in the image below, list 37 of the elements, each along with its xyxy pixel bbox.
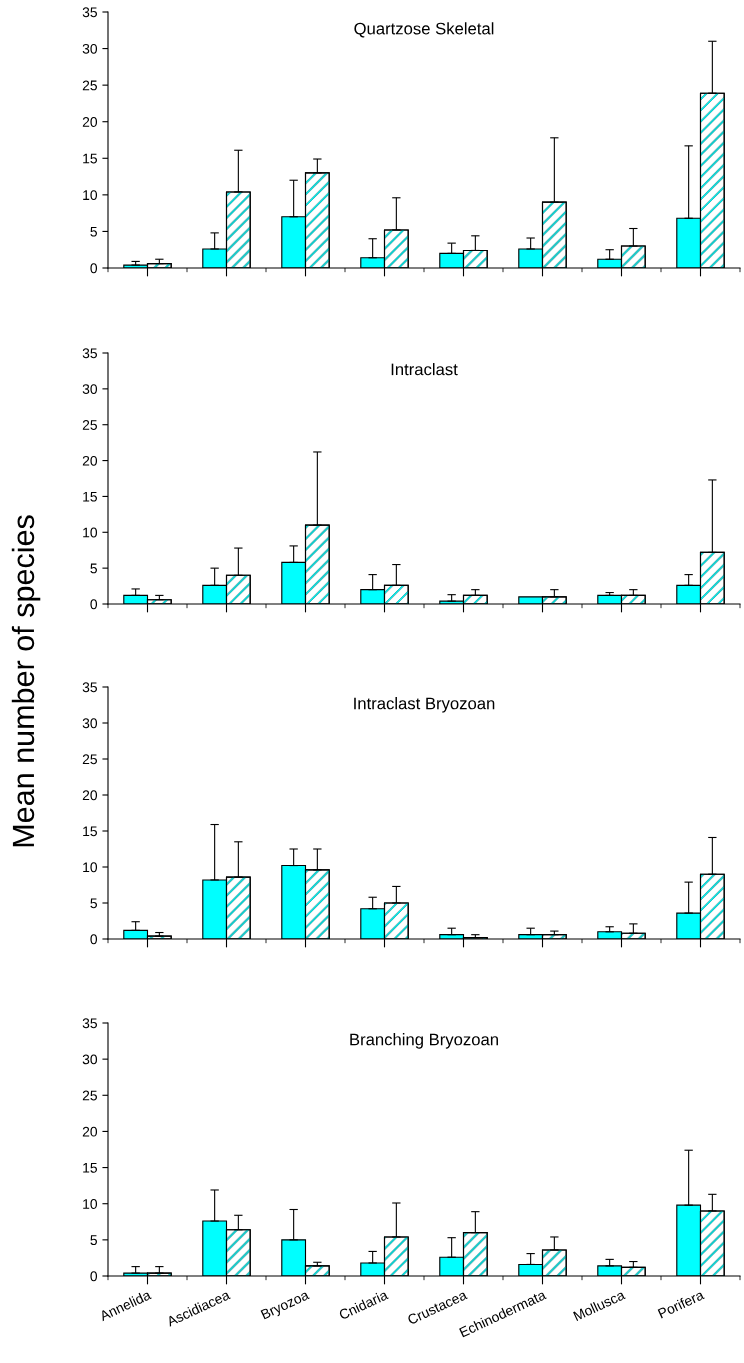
y-tick-label: 0 [90,599,98,610]
y-tick-label: 5 [90,563,97,574]
y-tick-label: 25 [82,754,97,765]
y-tick-label: 35 [82,7,97,18]
y-tick-label: 15 [83,826,97,837]
y-tick-label: 0 [90,1271,98,1282]
y-tick-label: 5 [90,226,97,237]
y-tick-label: 5 [90,898,97,909]
y-tick-label: 10 [83,190,98,201]
y-tick-label: 0 [90,934,98,945]
y-tick-label: 10 [83,1199,98,1209]
y-tick-label: 25 [82,80,97,91]
chart-title: Intraclast [391,363,458,376]
y-tick-label: 10 [83,862,98,873]
y-tick-label: 35 [82,682,97,693]
y-tick-label: 35 [82,348,97,359]
y-tick-label: 5 [90,1235,97,1246]
y-tick-label: 35 [82,1018,97,1029]
y-tick-label: 20 [82,455,98,466]
y-tick-label: 30 [82,1054,98,1065]
y-tick-label: 10 [83,527,98,538]
y-tick-label: 15 [83,153,97,164]
y-tick-label: 0 [90,263,98,274]
y-tick-label: 25 [82,420,97,430]
y-tick-label: 15 [83,1163,97,1173]
text: Intraclast Bryozoan [354,697,495,713]
y-tick-label: 30 [82,43,98,54]
y-tick-label: 20 [82,1126,98,1137]
y-tick-label: 30 [82,718,98,729]
y-tick-label: 20 [82,117,98,127]
y-axis-title: Mean number of species [11,515,41,847]
y-tick-label: 30 [82,384,98,395]
text: Quartzose Skeletal [354,22,494,38]
text: Branching Bryozoan [350,1033,498,1049]
y-tick-label: 15 [83,491,97,502]
y-tick-label: 25 [82,1090,97,1101]
y-tick-label: 20 [82,790,98,801]
